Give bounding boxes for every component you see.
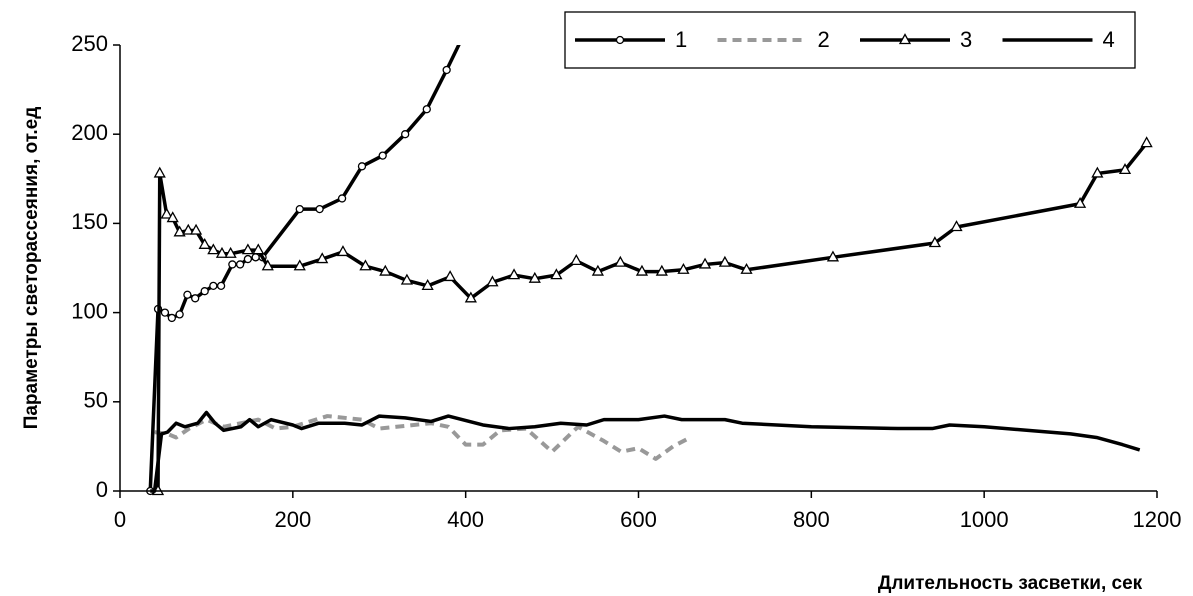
point-marker [1091,166,1104,178]
point-marker [444,270,457,282]
y-tick-label: 50 [84,388,108,413]
point-marker [1140,136,1153,148]
y-tick-label: 100 [71,298,108,323]
x-axis-title: Длительность засветки, сек [878,573,1143,594]
y-tick-label: 250 [71,31,108,56]
x-tick-label: 600 [620,507,657,532]
point-marker [550,268,563,280]
point-marker [216,281,226,290]
y-tick-label: 200 [71,120,108,145]
x-tick-label: 400 [447,507,484,532]
y-axis-title: Параметры светорассеяния, от.ед [21,107,42,430]
y-tick-label: 150 [71,209,108,234]
legend: 1 2 3 4 [564,11,1136,69]
point-marker [591,264,604,276]
point-marker [243,254,253,264]
x-tick-label: 800 [793,507,830,532]
point-marker [615,35,625,45]
point-marker [635,264,649,276]
point-marker [241,243,255,255]
point-marker [189,223,203,235]
point-marker [1073,196,1087,208]
series-line [156,142,1148,492]
point-marker [235,260,245,269]
point-marker [336,245,350,257]
point-marker [293,259,306,271]
point-marker [160,207,173,219]
point-marker [295,204,304,214]
point-marker [228,260,237,269]
point-marker [379,264,392,276]
legend-label: 2 [818,27,830,52]
point-marker [442,65,451,75]
point-marker [507,268,521,280]
point-marker [224,246,237,258]
point-marker [570,254,583,266]
point-marker [464,291,477,303]
point-marker [209,281,218,290]
legend-label: 3 [960,27,972,52]
point-marker [698,257,712,269]
point-marker [950,220,963,232]
point-marker [898,33,912,45]
plot-area [146,27,1153,496]
point-marker [153,166,166,178]
point-marker [400,273,414,285]
point-marker [200,287,209,296]
y-tick-label: 0 [96,477,108,502]
point-marker [1118,163,1132,175]
point-marker [251,253,260,262]
series-line [154,414,692,461]
point-marker [316,252,329,264]
series-line [150,410,1141,493]
point-marker [215,246,229,258]
point-marker [182,223,195,235]
point-marker [337,194,347,203]
point-marker [160,308,170,317]
x-tick-label: 0 [114,507,126,532]
point-marker [175,310,184,319]
point-marker [252,243,265,255]
point-marker [718,255,732,267]
point-marker [191,294,200,303]
point-marker [378,151,387,160]
point-marker [740,262,753,274]
point-marker [183,290,192,299]
x-tick-label: 1200 [1133,507,1182,532]
x-tick-label: 200 [274,507,311,532]
point-marker [198,237,211,249]
legend-label: 4 [1103,27,1115,52]
point-marker [677,262,690,274]
point-marker [928,236,942,248]
point-marker [486,275,499,287]
point-marker [167,313,177,323]
point-marker [207,243,220,255]
point-marker [462,27,469,34]
point-marker [166,211,179,223]
point-marker [826,250,840,262]
x-tick-label: 1000 [960,507,1009,532]
point-marker [421,279,434,290]
point-marker [357,162,367,171]
point-marker [528,271,541,283]
point-marker [359,259,372,271]
point-marker [422,105,431,114]
point-marker [655,264,668,276]
point-marker [173,225,186,237]
point-marker [401,130,410,139]
point-marker [315,204,324,214]
point-marker [261,259,274,271]
point-marker [614,255,627,267]
legend-label: 1 [675,27,687,52]
